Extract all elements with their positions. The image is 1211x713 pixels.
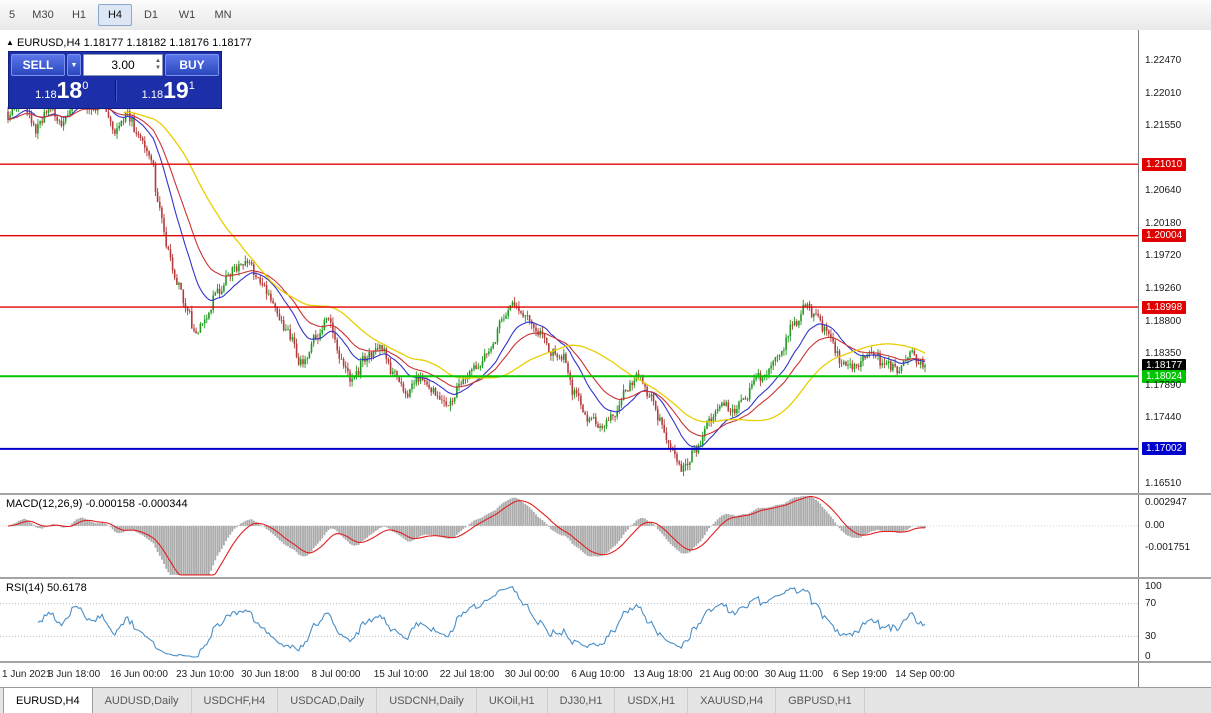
panel-separator[interactable] — [0, 577, 1211, 579]
price-level-label-red: 1.18998 — [1142, 301, 1187, 314]
chart-tab-bar: EURUSD,H4 AUDUSD,Daily USDCHF,H4 USDCAD,Dai… — [0, 687, 1211, 713]
price-divider — [114, 80, 116, 102]
chart-tab-AUDUSD-Daily[interactable]: AUDUSD,Daily — [93, 688, 192, 713]
macd-axis-tick: 0.00 — [1145, 520, 1165, 531]
timeframe-button-MN[interactable]: MN — [214, 9, 232, 21]
chart-tab-GBPUSD-H1[interactable]: GBPUSD,H1 — [776, 688, 865, 713]
timeframe-button-D1[interactable]: D1 — [143, 9, 159, 21]
timeframe-toolbar: 5 M30 H1 H4 D1 W1 MN — [0, 0, 1211, 31]
macd-label: MACD(12,26,9) -0.000158 -0.000344 — [6, 498, 188, 510]
timeframe-button-M30[interactable]: M30 — [32, 9, 54, 21]
price-tick: 1.22010 — [1145, 88, 1182, 99]
time-label: 16 Jun 00:00 — [110, 669, 168, 680]
timeframe-button-5[interactable]: 5 — [8, 9, 16, 21]
time-label: 15 Jul 10:00 — [373, 669, 429, 680]
price-tick: 1.18800 — [1145, 316, 1182, 327]
bid-price[interactable]: 1.18180 — [9, 79, 115, 103]
time-label: 21 Aug 00:00 — [699, 669, 759, 680]
price-level-label-red: 1.20004 — [1142, 229, 1187, 242]
bid-big-figure: 18 — [56, 77, 83, 103]
volume-stepper[interactable]: ▲ ▼ — [155, 55, 161, 75]
chart-tab-USDCHF-H4[interactable]: USDCHF,H4 — [192, 688, 279, 713]
symbol-ohlc-line: ▲ EURUSD,H4 1.18177 1.18182 1.18176 1.18… — [6, 37, 252, 49]
panel-separator[interactable] — [0, 493, 1211, 495]
one-click-trading-panel: SELL ▼ 3.00 ▲ ▼ BUY 1.18180 1.18191 — [8, 51, 222, 109]
bid-prefix: 1.18 — [35, 89, 57, 101]
price-tick: 1.19260 — [1145, 283, 1182, 294]
price-tick: 1.19720 — [1145, 250, 1182, 261]
price-tick: 1.20180 — [1145, 218, 1182, 229]
buy-button[interactable]: BUY — [165, 54, 219, 76]
chart-area: ▲ EURUSD,H4 1.18177 1.18182 1.18176 1.18… — [0, 30, 1211, 687]
bid-pipette: 0 — [82, 80, 89, 92]
price-tick: 1.17440 — [1145, 412, 1182, 423]
time-axis[interactable]: 1 Jun 2021 8 Jun 18:00 16 Jun 00:00 23 Jun … — [0, 663, 1138, 687]
volume-input[interactable]: 3.00 ▲ ▼ — [83, 54, 163, 76]
volume-dropdown-icon[interactable]: ▼ — [67, 54, 81, 76]
timeframe-button-W1[interactable]: W1 — [178, 9, 196, 21]
price-tick: 1.21550 — [1145, 120, 1182, 131]
macd-axis-tick: -0.001751 — [1145, 542, 1191, 553]
time-label: 8 Jun 18:00 — [47, 669, 101, 680]
price-level-label-black: 1.18177 — [1142, 359, 1187, 372]
time-label: 14 Sep 00:00 — [895, 669, 955, 680]
price-tick: 1.16510 — [1145, 478, 1182, 489]
time-label: 30 Aug 11:00 — [764, 669, 824, 680]
time-label: 30 Jul 00:00 — [504, 669, 560, 680]
price-tick: 1.18350 — [1145, 348, 1182, 359]
time-label: 13 Aug 18:00 — [633, 669, 693, 680]
chart-tab-USDCNH-Daily[interactable]: USDCNH,Daily — [377, 688, 477, 713]
volume-up-icon[interactable]: ▲ — [155, 58, 161, 64]
price-tick: 1.17890 — [1145, 380, 1182, 391]
volume-down-icon[interactable]: ▼ — [155, 65, 161, 71]
price-level-label-green: 1.18024 — [1142, 370, 1187, 383]
rsi-axis-tick: 30 — [1145, 631, 1157, 642]
ask-prefix: 1.18 — [141, 89, 164, 101]
time-label: 23 Jun 10:00 — [176, 669, 234, 680]
time-label: 6 Aug 10:00 — [571, 669, 625, 680]
timeframe-button-H4[interactable]: H4 — [98, 4, 132, 26]
symbol-ohlc-values: 1.18177 1.18182 1.18176 1.18177 — [83, 37, 252, 49]
chart-tab-DJ30-H1[interactable]: DJ30,H1 — [548, 688, 616, 713]
time-label: 8 Jul 00:00 — [311, 669, 361, 680]
symbol-title: EURUSD,H4 — [16, 37, 81, 49]
chart-tab-UKOil-H1[interactable]: UKOil,H1 — [477, 688, 548, 713]
price-tick: 1.22470 — [1145, 55, 1182, 66]
ask-pipette: 1 — [188, 80, 195, 92]
chart-tab-USDCAD-Daily[interactable]: USDCAD,Daily — [278, 688, 378, 713]
chart-tab-EURUSD-H4[interactable]: EURUSD,H4 — [3, 687, 93, 713]
price-level-label-red: 1.21010 — [1142, 158, 1187, 171]
time-label: 30 Jun 18:00 — [241, 669, 299, 680]
rsi-label: RSI(14) 50.6178 — [6, 582, 87, 594]
time-label: 6 Sep 19:00 — [833, 669, 887, 680]
ask-price[interactable]: 1.18191 — [116, 79, 222, 103]
volume-value: 3.00 — [111, 58, 135, 72]
time-label: 1 Jun 2021 — [2, 669, 52, 680]
chart-canvas[interactable] — [0, 30, 1138, 687]
chart-tab-XAUUSD-H4[interactable]: XAUUSD,H4 — [688, 688, 777, 713]
chart-tab-USDX-H1[interactable]: USDX,H1 — [615, 688, 689, 713]
price-tick: 1.20640 — [1145, 185, 1182, 196]
timeframe-button-H1[interactable]: H1 — [71, 9, 87, 21]
rsi-axis-tick: 70 — [1145, 598, 1157, 609]
collapse-arrow-icon[interactable]: ▲ — [6, 38, 14, 47]
rsi-axis-tick: 0 — [1145, 651, 1151, 662]
panel-separator[interactable] — [0, 661, 1211, 663]
price-axis[interactable]: 1.22470 1.22010 1.21550 1.21010 1.20640 1.201… — [1138, 30, 1211, 687]
price-level-label-blue: 1.17002 — [1142, 442, 1187, 455]
sell-button[interactable]: SELL — [11, 54, 65, 76]
macd-axis-tick: 0.002947 — [1145, 497, 1187, 508]
rsi-axis-tick: 100 — [1145, 581, 1162, 592]
ask-big-figure: 19 — [163, 77, 189, 103]
time-label: 22 Jul 18:00 — [439, 669, 495, 680]
